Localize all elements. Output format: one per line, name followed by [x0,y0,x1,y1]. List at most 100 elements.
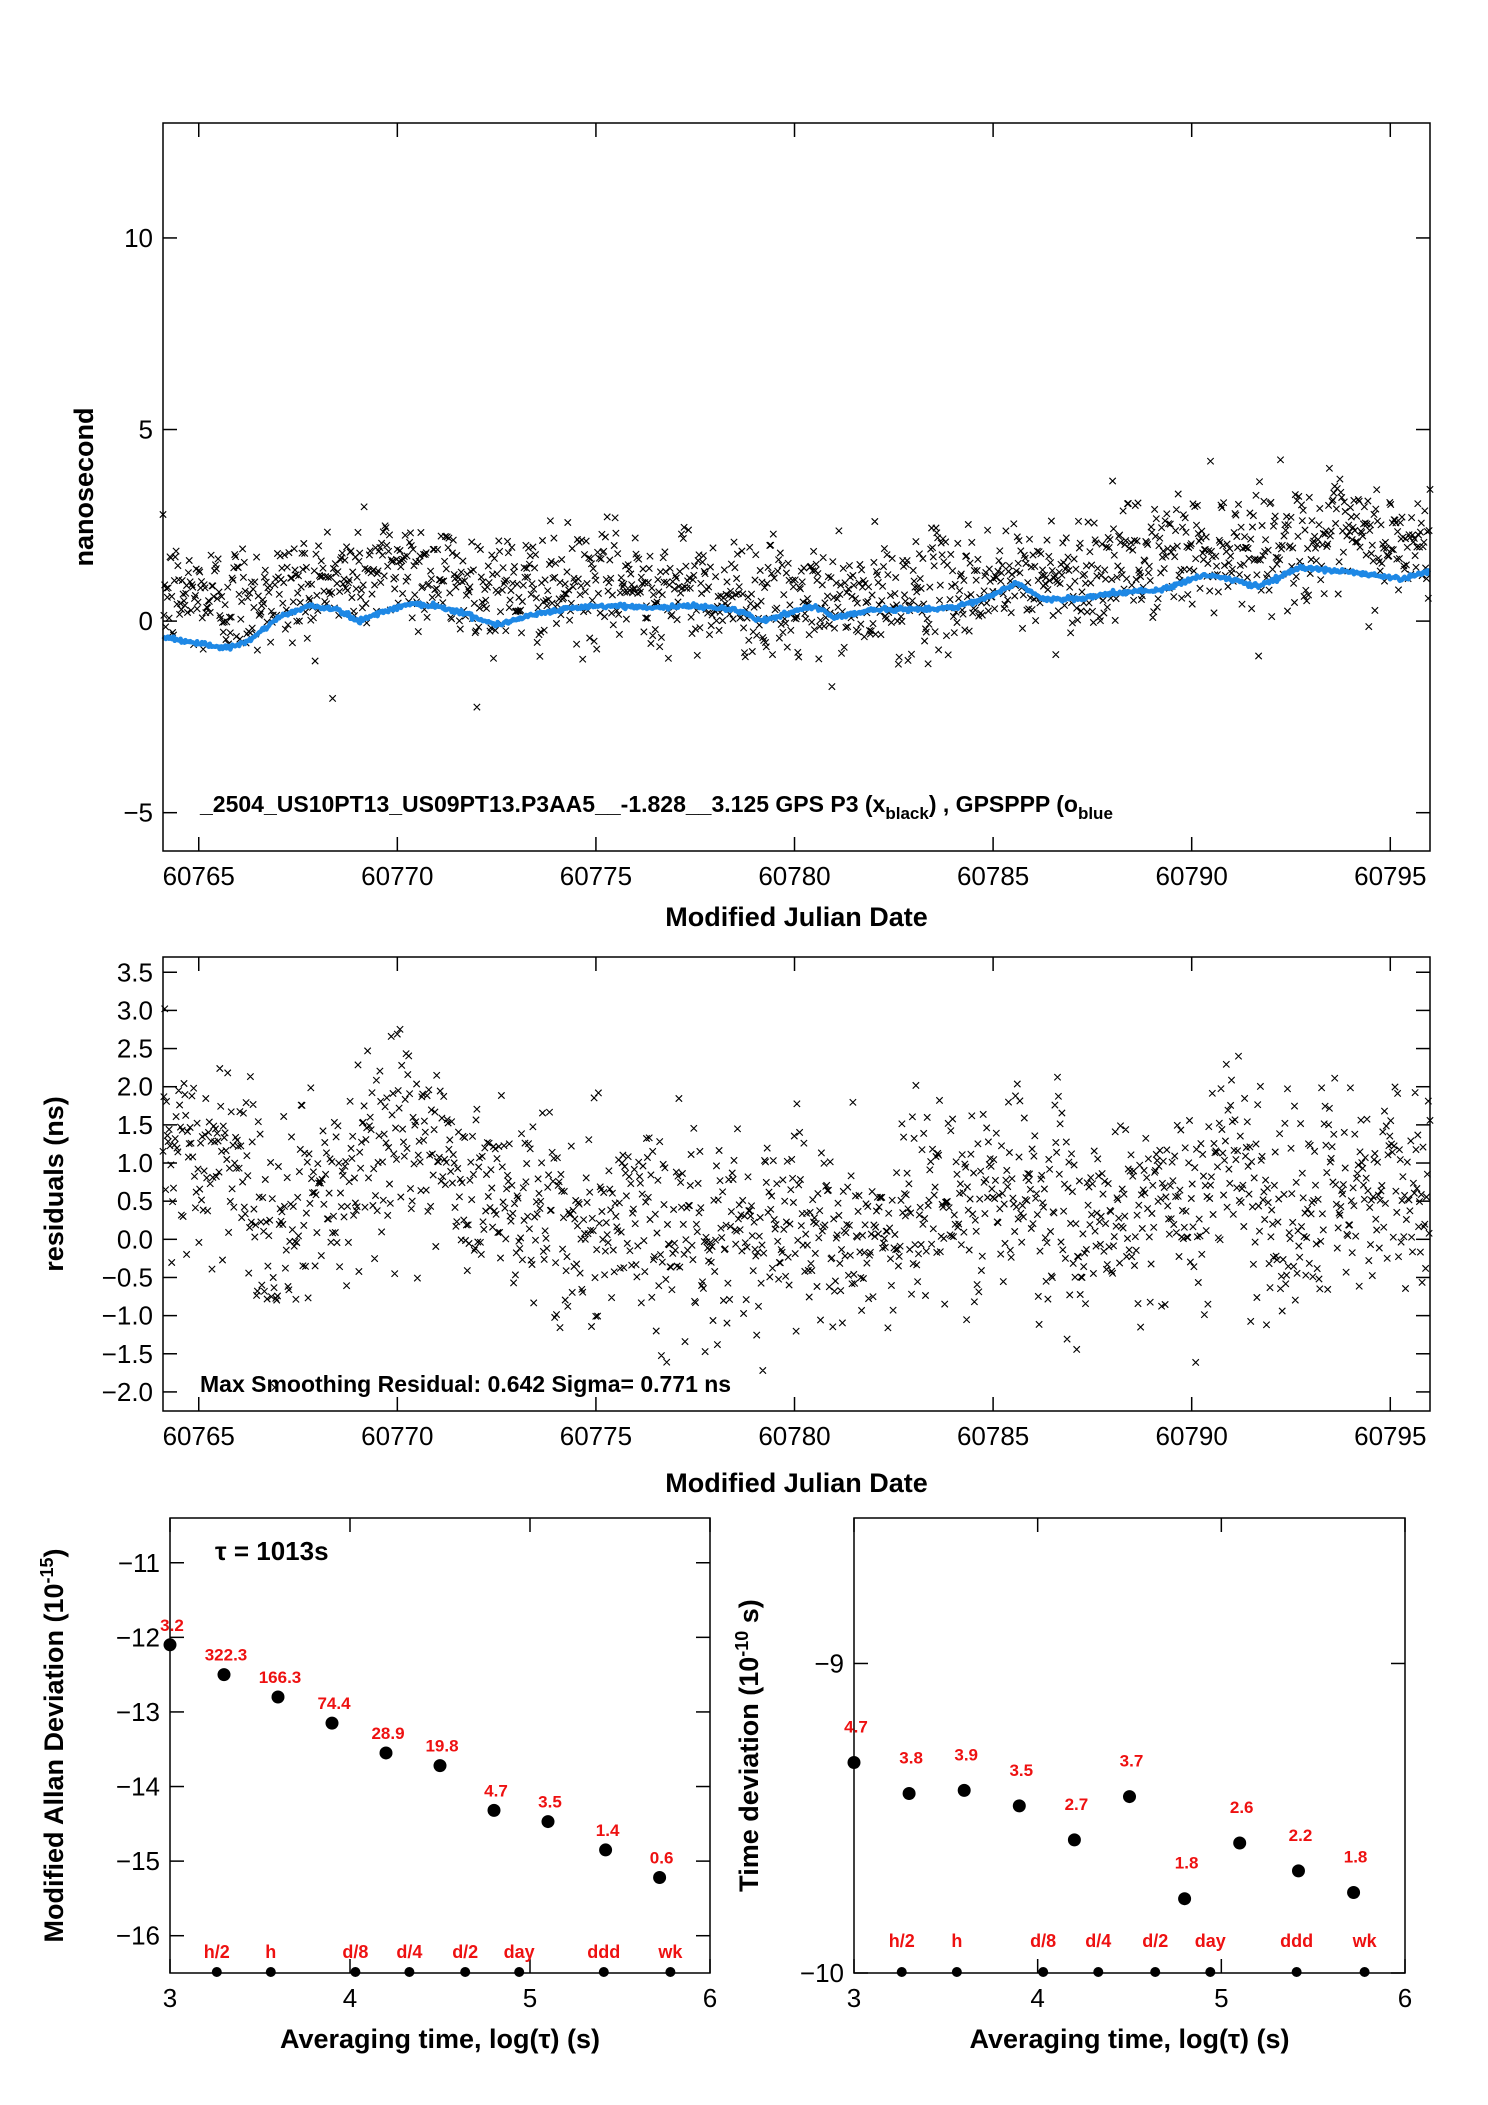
x-axis-label: Modified Julian Date [665,902,928,932]
x-tick-label: 60780 [758,1421,830,1451]
point-label: 3.5 [538,1793,562,1812]
time-series-panel: 60765 60770 60775 60780 60785 60790 60795 −5 0 5 1… [69,122,1434,932]
tau-marker-label: ddd [1280,1931,1313,1951]
tau-marker-label: day [1195,1931,1226,1951]
y-tick-label: −15 [116,1846,160,1876]
point-label: 3.9 [954,1745,978,1764]
y-tick-label: −1.5 [102,1339,153,1369]
x-tick-label: 60785 [957,1421,1029,1451]
y-tick-label: −1.0 [102,1301,153,1331]
y-axis-label: nanosecond [69,407,99,566]
x-tick-label: 60795 [1354,861,1426,891]
deviation-point [1123,1790,1136,1804]
x-tick-label: 60775 [560,1421,632,1451]
tau-marker-point [1093,1967,1104,1977]
point-label: 0.6 [650,1849,674,1868]
x-marker-points [159,1005,1434,1391]
y-tick-label: 2.0 [117,1072,153,1102]
deviation-point [957,1783,971,1797]
deviation-point [1233,1836,1247,1850]
point-label: 322.3 [205,1646,248,1665]
y-tick-label: 10 [124,223,153,253]
y-tick-label: 0.5 [117,1186,153,1216]
deviation-point [1347,1886,1361,1900]
deviation-point [541,1815,555,1829]
y-tick-label: 1.0 [117,1148,153,1178]
tau-marker-point [211,1967,222,1977]
y-tick-label: 5 [139,415,153,445]
y-tick-label: 3.5 [117,957,153,987]
series-annotation: _2504_US10PT13_US09PT13.P3AA5__-1.828__3… [199,791,1113,823]
y-tick-label: 3.0 [117,995,153,1025]
point-label: 166.3 [259,1668,302,1687]
tau-marker-point [1359,1967,1370,1977]
y-axis-label: residuals (ns) [39,1096,69,1272]
deviation-point [1012,1799,1026,1813]
tau-marker-label: d/2 [452,1942,478,1962]
tau-marker-point [1205,1967,1216,1977]
tau-marker-label: d/4 [396,1942,422,1962]
residuals-panel: 60765 60770 60775 60780 60785 60790 60795 −2.0 −… [39,956,1434,1498]
tau-marker-label: h/2 [204,1942,230,1962]
tau-marker-label: d/8 [1030,1931,1056,1951]
gpsppp-series-line [161,563,1432,652]
tau-marker-point [1038,1967,1049,1977]
tau-marker-point [665,1967,676,1977]
x-tick-label: 6 [703,1983,717,2013]
x-tick-label: 60780 [758,861,830,891]
x-tick-label: 60775 [560,861,632,891]
point-label: 2.7 [1065,1795,1089,1814]
point-label: 74.4 [317,1694,351,1713]
tau-marker-label: wk [657,1942,683,1962]
point-label: 28.9 [371,1724,404,1743]
tau-marker-label: d/4 [1085,1931,1111,1951]
tau-marker-label: h/2 [889,1931,915,1951]
tau-marker-point [265,1967,276,1977]
tau-marker-label: h [951,1931,962,1951]
tau-marker-label: d/2 [1142,1931,1168,1951]
tau-marker-point [460,1967,471,1977]
point-label: 1.8 [1344,1848,1368,1867]
deviation-point [653,1871,667,1885]
x-tick-label: 60795 [1354,1421,1426,1451]
plot-frame [162,956,1431,1412]
y-tick-label: 0.0 [117,1224,153,1254]
y-tick-label: −10 [800,1958,844,1988]
y-tick-label: −13 [116,1697,160,1727]
x-tick-label: 3 [847,1983,861,2013]
point-label: 4.7 [484,1781,508,1800]
tau-marker-point [896,1967,907,1977]
tau-marker-label: day [504,1942,535,1962]
x-tick-label: 60790 [1156,1421,1228,1451]
x-tick-label: 60790 [1156,861,1228,891]
y-tick-label: −11 [118,1548,160,1578]
plot-frame [162,122,1431,852]
time-deviation-panel: 3 4 5 6 −10 −9 4.7 3.8 3.9 3.5 2.7 3.7 1.8 2.6 2.2 1.8 h… [732,1517,1412,2054]
tau-marker-label: d/8 [342,1942,368,1962]
y-tick-label: −5 [123,798,153,828]
plot-frame [853,1517,1406,1974]
x-tick-label: 60770 [361,861,433,891]
x-tick-label: 3 [163,1983,177,2013]
tau-marker-point [404,1967,415,1977]
point-label: 3.2 [160,1616,184,1635]
x-tick-label: 6 [1398,1983,1412,2013]
x-tick-label: 5 [1214,1983,1228,2013]
y-tick-label: −16 [116,1921,160,1951]
x-tick-label: 4 [1030,1983,1044,2013]
deviation-point [217,1668,231,1682]
y-axis-label: Modified Allan Deviation (10-15) [37,1548,69,1942]
point-label: 3.7 [1120,1752,1144,1771]
y-tick-label: −2.0 [102,1377,153,1407]
plot-frame [169,1517,711,1974]
allan-deviation-panel: 3 4 5 6 −16 −15 −14 −13 −12 −11 3.2 322.3 166.3 74.4 2… [37,1517,717,2054]
tau-marker-point [514,1967,525,1977]
deviation-point [599,1843,613,1857]
point-label: 1.4 [596,1821,620,1840]
deviation-point [902,1786,916,1800]
x-axis-label: Modified Julian Date [665,1468,928,1498]
tau-marker-point [951,1967,962,1977]
tau-marker-point [1150,1967,1161,1977]
deviation-point [487,1803,501,1817]
